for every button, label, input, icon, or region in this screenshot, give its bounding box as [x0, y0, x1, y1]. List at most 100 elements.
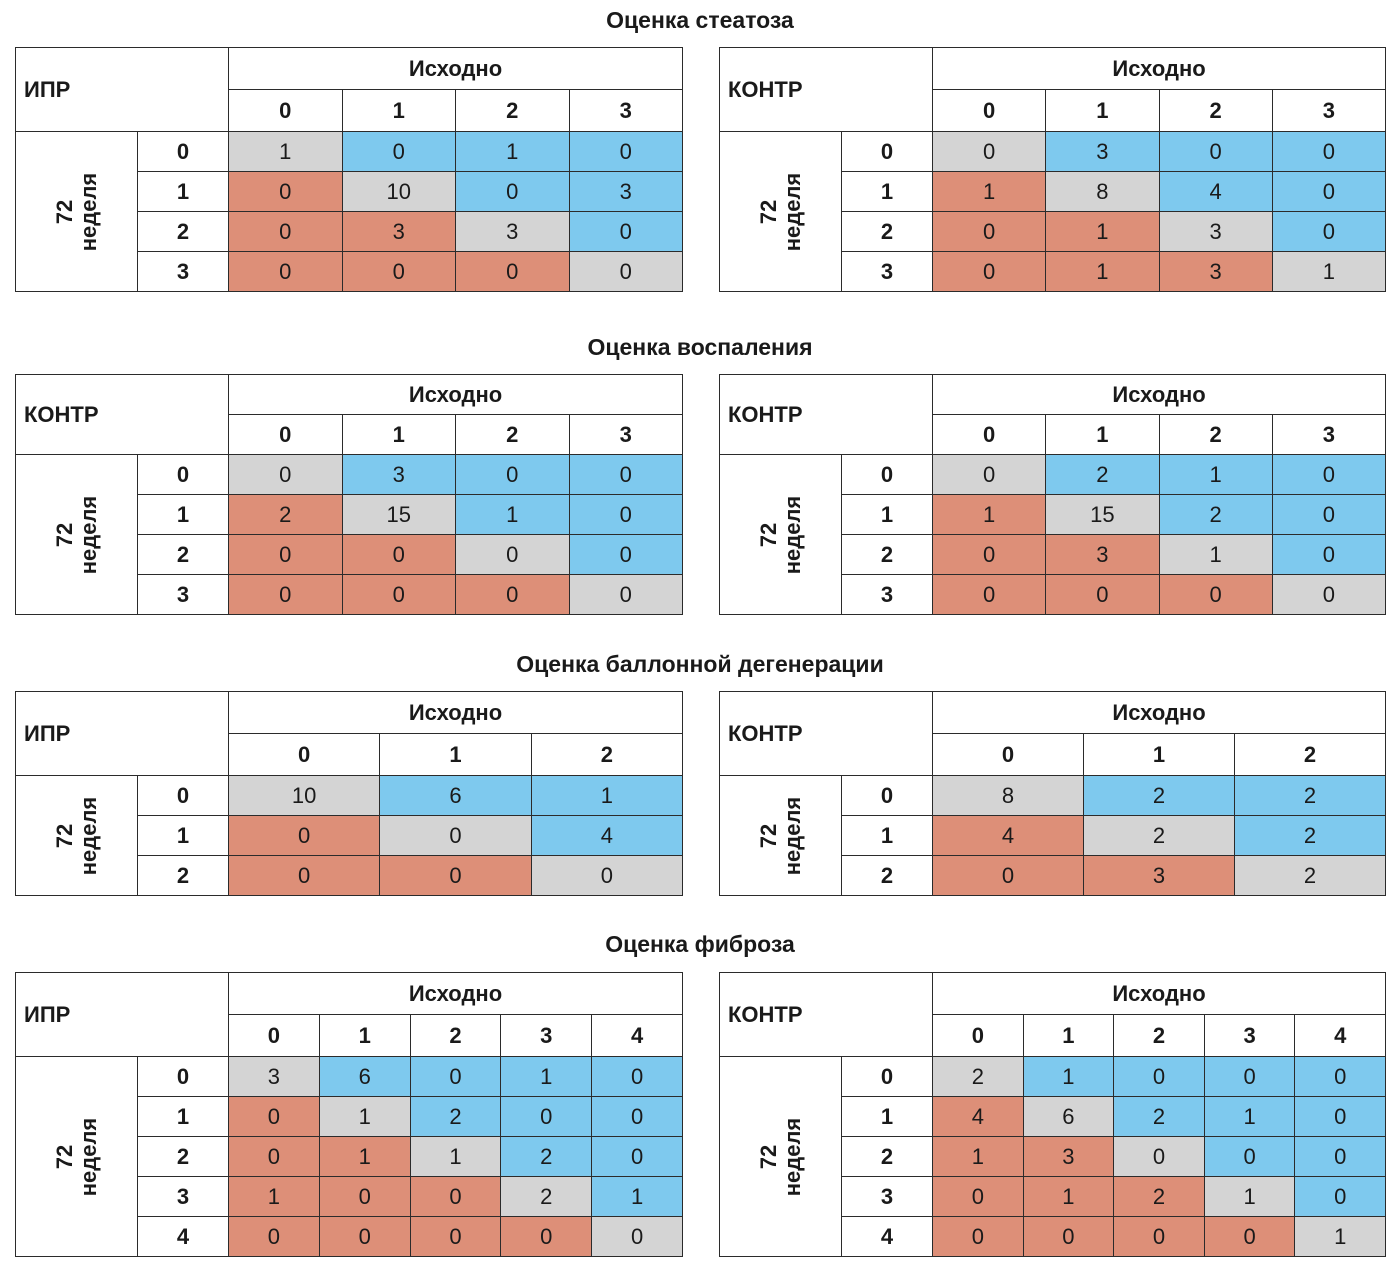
- count-cell: 2: [1234, 775, 1387, 816]
- count-cell: 0: [455, 574, 570, 615]
- baseline-score: 2: [530, 733, 684, 776]
- count-cell: 3: [1158, 251, 1273, 292]
- count-cell: 4: [932, 1096, 1024, 1137]
- count-cell: 0: [591, 1096, 683, 1137]
- count-cell: 0: [530, 855, 684, 896]
- header-row: ИПР Исходно: [15, 691, 684, 776]
- week-word: неделя: [779, 495, 805, 574]
- baseline-score: 0: [932, 1014, 1024, 1057]
- fibrosis-title: Оценка фиброза: [605, 931, 795, 957]
- count-cell: 3: [341, 211, 456, 252]
- baseline-header: Исходно: [227, 691, 684, 734]
- week-number: 72: [755, 1144, 781, 1169]
- baseline-header: Исходно: [932, 374, 1387, 415]
- week-72-label: 72 неделя: [719, 775, 842, 896]
- count-cell: 0: [568, 494, 684, 535]
- week72-score: 3: [840, 574, 934, 615]
- week-word: неделя: [75, 172, 101, 251]
- count-cell: 3: [1083, 855, 1236, 896]
- count-cell: 0: [227, 815, 381, 856]
- count-cell: 0: [591, 1056, 683, 1097]
- count-cell: 0: [341, 574, 457, 615]
- week-word: неделя: [779, 1117, 805, 1196]
- count-cell: 0: [591, 1136, 683, 1177]
- count-cell: 0: [455, 454, 570, 495]
- week72-score: 0: [840, 454, 934, 495]
- count-cell: 1: [1294, 1216, 1386, 1257]
- week-word: неделя: [75, 796, 101, 875]
- group-label: ИПР: [15, 691, 229, 776]
- count-cell: 0: [455, 171, 570, 212]
- rotated-label: 72 неделя: [52, 1117, 101, 1196]
- baseline-score: 2: [1158, 89, 1273, 132]
- baseline-score: 2: [455, 414, 570, 455]
- count-cell: 2: [409, 1096, 502, 1137]
- count-cell: 1: [1045, 211, 1160, 252]
- fibrosis-contr-table: КОНТР Исходно 0 1 2 3 4 72 неделя 0 2 1 0 0 0 1 4 6 2 1 0 2 1 3…: [718, 972, 1386, 1257]
- count-cell: 0: [1271, 211, 1387, 252]
- baseline-header: Исходно: [228, 972, 683, 1015]
- ballooning-contr-table: КОНТР Исходно 0 1 2 72 неделя 0 8 2 2 1 4 2 2 2 0 3 2: [718, 691, 1387, 896]
- table-row: 72 неделя 0 8 2 2: [719, 775, 1387, 896]
- baseline-score: 4: [591, 1014, 683, 1057]
- count-cell: 1: [1158, 534, 1273, 575]
- baseline-score: 3: [568, 414, 684, 455]
- count-cell: 3: [1045, 534, 1160, 575]
- count-cell: 1: [1158, 454, 1273, 495]
- table-row: 72 неделя 0 3 6 0 1 0: [15, 1056, 683, 1257]
- count-cell: 1: [318, 1136, 411, 1177]
- week72-score: 2: [840, 211, 934, 252]
- count-cell: 0: [932, 131, 1047, 172]
- count-cell: 10: [341, 171, 456, 212]
- count-cell: 1: [1022, 1176, 1115, 1217]
- week72-score: 0: [136, 454, 230, 495]
- week72-score: 0: [840, 775, 934, 816]
- week72-score: 0: [137, 1056, 229, 1097]
- inflammation-contr-table-left: КОНТР Исходно 0 1 2 3 72 неделя 0 0 3 0 0 1 2 15 1 0 2 0 0 0 0…: [14, 374, 684, 615]
- table-row: 72 неделя 0 0 3 0 0: [15, 454, 684, 615]
- count-cell: 1: [228, 131, 343, 172]
- header-row: КОНТР Исходно: [718, 47, 1387, 132]
- week72-score: 0: [840, 1056, 934, 1097]
- header-row: КОНТР Исходно: [718, 691, 1387, 776]
- rotated-label: 72 неделя: [51, 172, 101, 251]
- count-cell: 3: [455, 211, 570, 252]
- rotated-label: 72 неделя: [756, 796, 805, 875]
- baseline-score: 2: [1113, 1014, 1205, 1057]
- fibrosis-ipr-table: ИПР Исходно 0 1 2 3 4 72 неделя 0 3 6 0 1 0 1 0 1 2 0 0 2 0 1 1 2…: [15, 972, 683, 1257]
- count-cell: 3: [1158, 211, 1273, 252]
- count-cell: 0: [379, 855, 532, 896]
- week-72-label: 72 неделя: [719, 454, 842, 615]
- baseline-score: 3: [1203, 1014, 1296, 1057]
- ballooning-ipr-table: ИПР Исходно 0 1 2 72 неделя 0 10 6 1 1 0 0 4 2 0 0 0: [15, 691, 684, 896]
- count-cell: 0: [379, 815, 532, 856]
- count-cell: 0: [409, 1056, 502, 1097]
- count-cell: 0: [227, 855, 381, 896]
- baseline-score: 2: [455, 89, 570, 132]
- baseline-score: 0: [932, 733, 1085, 776]
- count-cell: 0: [341, 251, 456, 292]
- table-row: 1 2 15 1 0: [16, 494, 684, 535]
- table-row: 1 1 15 2 0: [720, 494, 1387, 535]
- baseline-score: 0: [228, 1014, 320, 1057]
- count-cell: 0: [1271, 534, 1387, 575]
- count-cell: 2: [1158, 494, 1273, 535]
- count-cell: 3: [341, 454, 457, 495]
- week72-score: 0: [840, 131, 934, 172]
- count-cell: 0: [500, 1096, 593, 1137]
- table-row: 72 неделя 0 2 1 0 0 0: [719, 1056, 1386, 1257]
- baseline-score: 3: [568, 89, 684, 132]
- count-cell: 0: [1271, 171, 1387, 212]
- baseline-score: 1: [379, 733, 532, 776]
- count-cell: 0: [228, 1096, 320, 1137]
- week-number: 72: [51, 199, 77, 224]
- count-cell: 0: [409, 1176, 502, 1217]
- count-cell: 0: [228, 574, 343, 615]
